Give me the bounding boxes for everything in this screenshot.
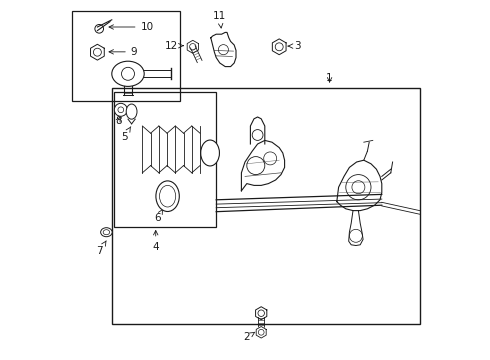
Polygon shape [337, 160, 382, 211]
Text: 4: 4 [152, 230, 159, 252]
Polygon shape [256, 327, 266, 338]
Bar [112, 88, 419, 324]
Circle shape [114, 103, 127, 116]
Polygon shape [349, 211, 363, 246]
Ellipse shape [156, 181, 179, 212]
Ellipse shape [112, 61, 144, 86]
Text: 9: 9 [109, 47, 137, 57]
Polygon shape [250, 117, 265, 144]
Text: 7: 7 [97, 241, 106, 256]
Ellipse shape [201, 140, 220, 166]
Text: 5: 5 [121, 127, 131, 142]
Text: 11: 11 [213, 11, 226, 28]
Text: 8: 8 [115, 116, 122, 126]
Text: 6: 6 [154, 210, 163, 223]
Ellipse shape [126, 104, 137, 119]
Bar [72, 11, 180, 101]
Bar [114, 92, 216, 227]
Text: 10: 10 [109, 22, 154, 32]
Polygon shape [187, 40, 198, 53]
Polygon shape [211, 32, 236, 67]
Polygon shape [272, 39, 286, 55]
Polygon shape [91, 44, 104, 60]
Text: 2: 2 [244, 332, 255, 342]
Polygon shape [242, 140, 285, 191]
Text: 1: 1 [326, 73, 333, 84]
Text: 3: 3 [288, 41, 300, 51]
Ellipse shape [100, 228, 112, 237]
Text: 12: 12 [165, 41, 183, 51]
Polygon shape [256, 307, 267, 320]
